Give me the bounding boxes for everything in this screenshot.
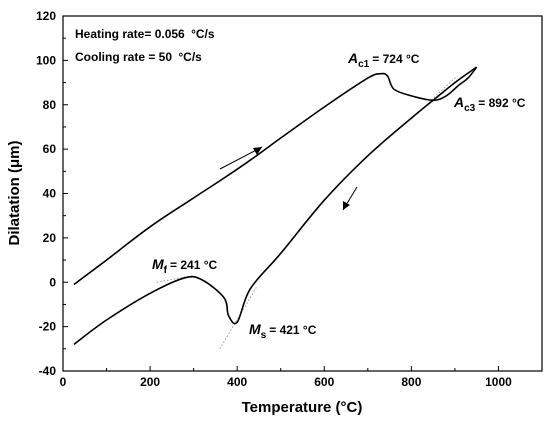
tangent-lines	[156, 75, 458, 350]
ms-label: Ms = 421 °C	[249, 321, 317, 341]
heating-rate-note: Heating rate= 0.056 °C/s	[75, 27, 215, 41]
tangent-line	[156, 275, 194, 283]
mf-label: Mf = 241 °C	[152, 256, 218, 276]
cooling-curve	[73, 66, 478, 346]
x-tick-label: 1000	[485, 375, 512, 389]
ac3-label: Ac3 = 892 °C	[453, 94, 526, 114]
x-tick-label: 400	[227, 375, 247, 389]
y-tick-label: 120	[36, 9, 56, 23]
y-tick-label: 40	[43, 187, 57, 201]
y-tick-label: 0	[49, 275, 56, 289]
tangent-line	[428, 75, 458, 103]
plot-frame	[62, 15, 543, 372]
x-tick-label: 200	[140, 375, 160, 389]
ac1-label: Ac1 = 724 °C	[347, 50, 420, 70]
y-tick-label: -20	[39, 320, 57, 334]
x-tick-labels: 0 200 400 600 800 1000	[60, 375, 512, 389]
tangent-line	[219, 286, 258, 350]
y-tick-label: -40	[39, 364, 57, 378]
y-tick-label: 80	[43, 98, 57, 112]
heating-curve	[73, 66, 478, 286]
y-axis-title: Dilatation (μm)	[6, 140, 23, 245]
x-tick-label: 0	[60, 375, 67, 389]
x-tick-label: 600	[314, 375, 334, 389]
y-tick-label: 100	[36, 53, 56, 67]
cooling-rate-note: Cooling rate = 50 °C/s	[75, 50, 202, 64]
cooling-arrow	[342, 186, 358, 211]
y-tick-label: 60	[43, 142, 57, 156]
y-tick-labels: -40 -20 0 20 40 60 80 100 120	[36, 9, 56, 378]
heating-arrow	[219, 146, 263, 170]
x-tick-label: 800	[401, 375, 421, 389]
x-axis-title: Temperature (°C)	[242, 399, 363, 416]
y-tick-label: 20	[43, 231, 57, 245]
dilatation-curves	[73, 66, 478, 346]
axis-ticks	[62, 15, 499, 372]
